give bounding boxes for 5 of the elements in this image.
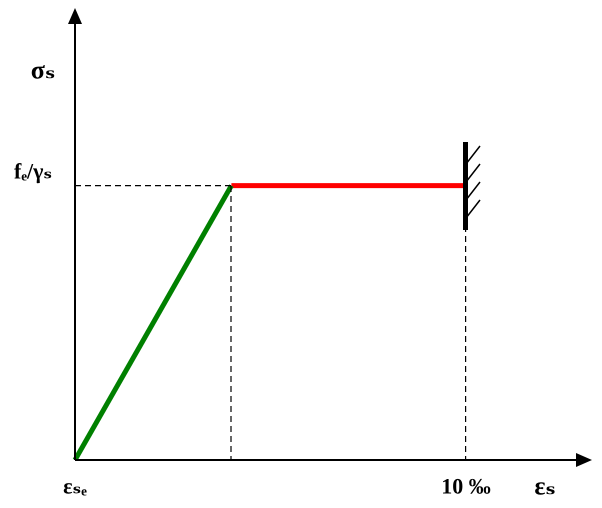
ref-line-label: fₑ/γₛ: [14, 158, 52, 184]
x-axis-title: εₛ: [534, 472, 556, 501]
x-tick-label: εₛₑ: [63, 474, 88, 499]
y-axis-title: σₛ: [30, 56, 56, 85]
x-tick-label: 10 ‰: [441, 474, 491, 499]
